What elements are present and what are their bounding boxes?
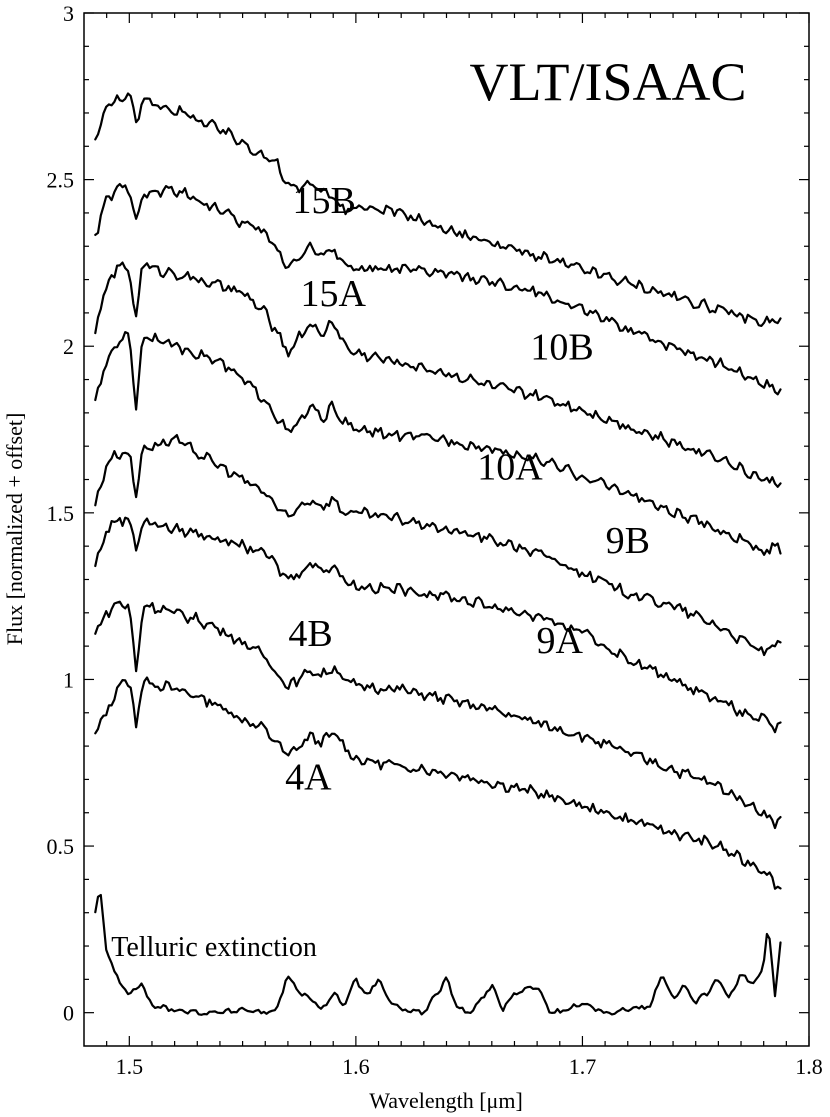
y-tick-label: 1.5 xyxy=(47,501,75,526)
y-axis-label: Flux [normalized + offset] xyxy=(2,413,27,646)
y-tick-label: 3 xyxy=(63,1,74,26)
spectrum-line xyxy=(94,600,782,830)
x-tick-label: 1.5 xyxy=(116,1054,144,1079)
spectrum-line xyxy=(94,331,782,556)
series-label: 10B xyxy=(530,327,593,369)
x-axis-label: Wavelength [μm] xyxy=(369,1088,523,1113)
series-label: 15B xyxy=(292,180,355,222)
y-tick-label: 2.5 xyxy=(47,168,75,193)
spectrum-line xyxy=(94,434,782,657)
y-tick-label: 1 xyxy=(63,667,74,692)
spectrum-line xyxy=(94,92,782,327)
spectra-series xyxy=(94,92,782,1016)
chart-title: VLT/ISAAC xyxy=(469,52,746,112)
tick-labels: 1.5 1.6 1.7 1.8 0 0.5 1 1.5 2 2.5 3 xyxy=(47,1,823,1079)
spectrum-line xyxy=(94,261,782,488)
series-label: 4A xyxy=(285,756,332,798)
x-tick-label: 1.7 xyxy=(569,1054,597,1079)
series-label: 10A xyxy=(477,447,543,489)
series-labels: 4A 4B 9A 9B 10A 10B 15A 15B Telluric extinction xyxy=(111,180,650,963)
series-label: 9A xyxy=(537,620,584,662)
series-label: 4B xyxy=(288,613,332,655)
tick-marks xyxy=(84,12,810,1046)
series-label: Telluric extinction xyxy=(111,932,317,963)
y-tick-label: 2 xyxy=(63,334,74,359)
x-tick-label: 1.8 xyxy=(795,1054,823,1079)
y-tick-label: 0 xyxy=(63,1001,74,1026)
series-label: 15A xyxy=(300,273,366,315)
spectrum-line xyxy=(94,893,782,1016)
spectrum-line xyxy=(94,516,782,734)
y-tick-label: 0.5 xyxy=(47,834,75,859)
spectrum-line xyxy=(94,676,782,890)
series-label: 9B xyxy=(606,520,650,562)
x-tick-label: 1.6 xyxy=(342,1054,370,1079)
spectrum-line xyxy=(94,183,782,396)
